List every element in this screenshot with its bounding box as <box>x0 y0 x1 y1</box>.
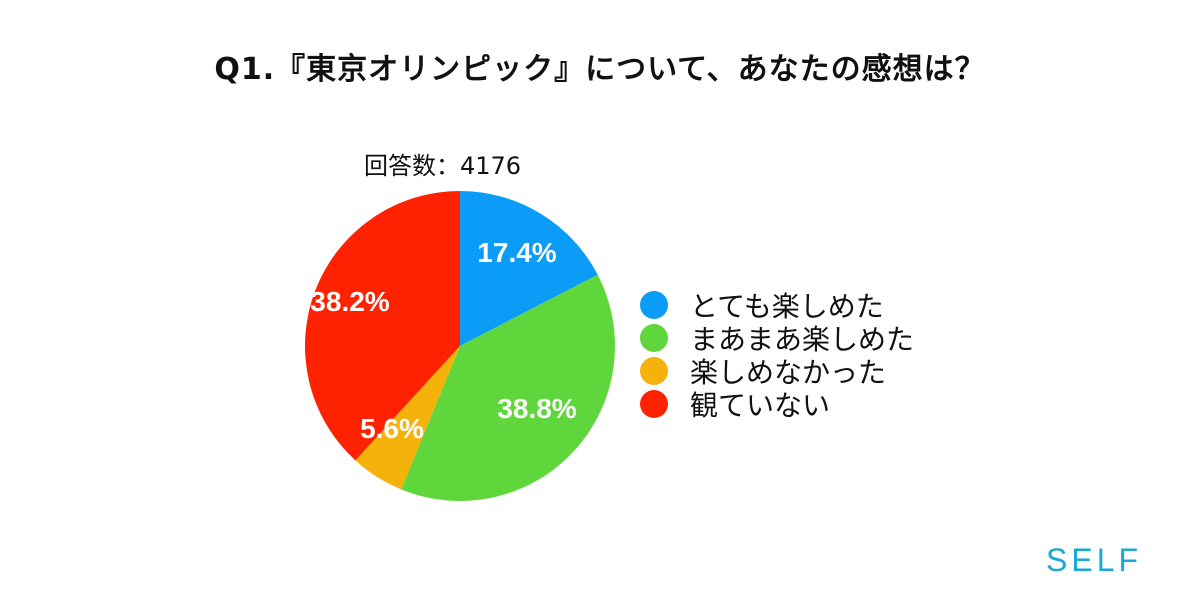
legend-label: 観ていない <box>690 388 831 422</box>
brand-logo: SELF <box>1046 542 1143 578</box>
legend-dot-icon <box>640 389 668 418</box>
legend-item: 楽しめなかった <box>640 354 914 389</box>
legend-dot-icon <box>640 356 668 385</box>
legend: とても楽しめた まあまあ楽しめた 楽しめなかった 観ていない <box>640 288 914 422</box>
slice-label: 38.8% <box>497 393 576 424</box>
response-count: 回答数：4176 <box>364 152 522 180</box>
legend-label: 楽しめなかった <box>690 355 887 389</box>
chart-title: Q1.『東京オリンピック』について、あなたの感想は？ <box>214 52 986 87</box>
pie-slice <box>460 191 598 346</box>
legend-item: とても楽しめた <box>640 288 914 323</box>
legend-item: 観ていない <box>640 387 914 422</box>
pie-slice <box>304 191 460 461</box>
legend-dot-icon <box>640 290 668 319</box>
legend-item: まあまあ楽しめた <box>640 321 914 356</box>
slice-label: 17.4% <box>477 237 556 268</box>
legend-label: まあまあ楽しめた <box>690 322 915 356</box>
slice-label: 38.2% <box>310 286 389 317</box>
slice-label: 5.6% <box>360 413 424 444</box>
pie-slice <box>355 346 460 490</box>
legend-dot-icon <box>640 323 668 352</box>
legend-label: とても楽しめた <box>690 289 884 323</box>
pie-slice <box>401 274 615 501</box>
